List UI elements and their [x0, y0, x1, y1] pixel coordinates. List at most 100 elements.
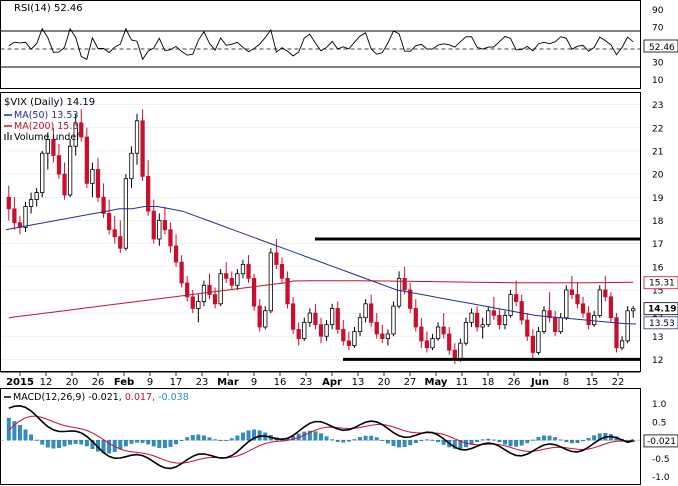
candle-body: [564, 289, 569, 319]
macd-hist-bar: [441, 439, 446, 445]
candle-body: [34, 192, 39, 200]
x-tick-label: Apr: [322, 377, 342, 388]
candle-body: [424, 340, 430, 349]
candle-body: [502, 314, 508, 326]
candle-body: [441, 326, 446, 335]
candle-body: [307, 312, 312, 323]
candle-body: [79, 122, 84, 138]
macd-hist-bar: [18, 425, 22, 441]
macd-hist-bar: [547, 435, 552, 441]
ma50-value-box: [643, 316, 678, 330]
candle-body: [519, 301, 524, 321]
candle-body: [212, 294, 218, 305]
candle-body: [541, 310, 547, 333]
macd-value-label: -0.021: [647, 437, 676, 447]
x-tick-label: May: [425, 377, 448, 388]
macd-hist-bar: [592, 435, 597, 441]
candle-body: [346, 340, 352, 346]
price-value-label: 14.19: [648, 305, 676, 315]
macd-hist-bar: [491, 439, 496, 441]
candle-body: [619, 340, 625, 349]
candle-body: [146, 175, 151, 212]
macd-hist-bar: [201, 435, 206, 441]
candle-body: [514, 294, 519, 302]
candle-body: [268, 252, 273, 312]
ma200-value-box: [643, 276, 678, 290]
macd-hist-bar: [408, 439, 413, 446]
candle-body: [90, 169, 95, 184]
macd-hist-bar: [319, 433, 323, 441]
candle-body: [553, 317, 558, 333]
macd-hist-bar: [29, 434, 34, 441]
candle-body: [614, 317, 619, 349]
candle-body: [56, 155, 62, 175]
macd-hist-bar: [157, 439, 162, 448]
candle-body: [28, 199, 34, 207]
x-tick-label: 18: [482, 377, 495, 388]
candle-body: [73, 122, 78, 147]
candle-body: [285, 277, 290, 305]
candle-body: [235, 273, 240, 286]
candle-body: [525, 319, 530, 337]
candle-body: [497, 314, 502, 326]
x-tick-label: 9: [251, 377, 257, 388]
macd-hist-bar: [224, 439, 229, 441]
candle-body: [363, 303, 368, 319]
candle-body: [140, 120, 145, 177]
x-tick-label: 12: [40, 377, 53, 388]
x-tick-label: 26: [508, 377, 521, 388]
candle-body: [134, 120, 140, 154]
x-tick-label: 15: [586, 377, 599, 388]
x-tick-label: 23: [300, 377, 313, 388]
rsi-panel: [0, 0, 641, 89]
candle-body: [51, 138, 56, 156]
candle-body: [435, 326, 441, 339]
candle-body: [486, 310, 491, 326]
candle-body: [597, 289, 602, 316]
candle-body: [530, 335, 535, 353]
macd-hist-bar: [196, 434, 201, 441]
candle-body: [302, 321, 307, 339]
macd-hist-bar: [151, 439, 156, 447]
macd-hist-bar: [374, 437, 379, 441]
candle-body: [413, 308, 418, 328]
x-tick-label: Jun: [530, 377, 549, 388]
macd-hist-bar: [553, 437, 558, 441]
rsi-tick-label: 90: [652, 6, 664, 16]
x-axis: 2015 12 20 26 Feb 9 17 23 Mar 9 16 23 Apr 13 20 27 May 11…: [0, 371, 640, 388]
candle-body: [296, 328, 301, 339]
price-tick-label: 19: [652, 194, 664, 204]
price-tick-label: 18: [652, 217, 664, 227]
candle-body: [463, 321, 469, 344]
macd-histogram: [6, 417, 636, 454]
x-tick-label: Mar: [217, 377, 239, 388]
candle-body: [62, 173, 67, 196]
macd-hist-bar: [530, 439, 535, 441]
macd-hist-bar: [558, 439, 563, 441]
ma200-value-label: 15.31: [649, 279, 675, 289]
macd-hist-bar: [430, 439, 435, 441]
candle-body: [218, 273, 223, 305]
volume-legend-icon: [4, 134, 6, 140]
candle-body: [480, 324, 485, 328]
macd-hist-bar: [586, 438, 591, 441]
macd-hist-bar: [252, 429, 257, 441]
candle-body: [558, 317, 563, 333]
candle-body: [45, 138, 50, 154]
candle-body: [508, 294, 513, 316]
macd-hist-bar: [213, 439, 217, 441]
candle-body: [352, 331, 357, 346]
macd-hist-bar: [146, 439, 151, 445]
macd-hist-bar: [419, 439, 424, 441]
price-tick-label: 21: [652, 147, 663, 157]
candle-body: [374, 321, 379, 335]
macd-hist-bar: [57, 439, 61, 448]
candle-body: [246, 264, 251, 279]
rsi-value-box: [643, 39, 678, 53]
macd-hist-bar: [330, 439, 335, 441]
candle-body: [592, 314, 597, 326]
macd-hist-bar: [235, 435, 240, 441]
rsi-value-label: 52.46: [649, 43, 675, 53]
macd-hist-bar: [519, 439, 524, 446]
macd-hist-bar: [123, 439, 128, 447]
